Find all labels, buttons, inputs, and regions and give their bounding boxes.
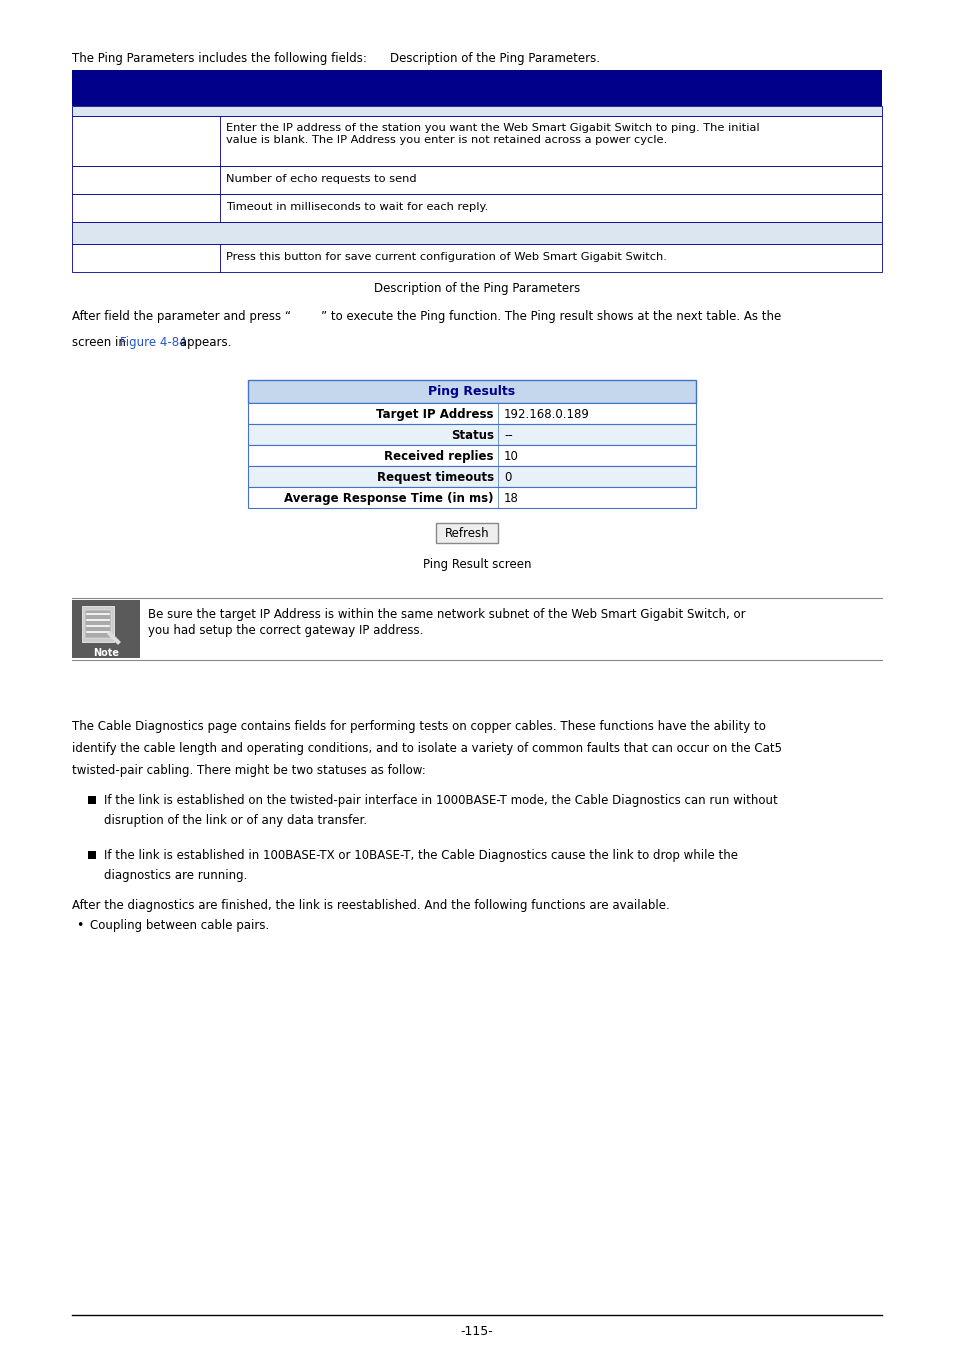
- Text: The Cable Diagnostics page contains fields for performing tests on copper cables: The Cable Diagnostics page contains fiel…: [71, 720, 765, 733]
- Text: •: •: [76, 919, 83, 931]
- Bar: [71, 221, 882, 244]
- Text: After the diagnostics are finished, the link is reestablished. And the following: After the diagnostics are finished, the …: [71, 899, 669, 913]
- Text: Average Response Time (in ms): Average Response Time (in ms): [284, 491, 494, 505]
- Bar: [248, 404, 696, 424]
- Text: Coupling between cable pairs.: Coupling between cable pairs.: [90, 919, 269, 931]
- Text: If the link is established in 100BASE-TX or 10BASE-T, the Cable Diagnostics caus: If the link is established in 100BASE-TX…: [104, 849, 738, 863]
- Bar: [85, 610, 111, 639]
- Bar: [71, 599, 140, 657]
- Text: Ping Results: Ping Results: [428, 385, 515, 398]
- Text: Target IP Address: Target IP Address: [376, 408, 494, 421]
- Bar: [88, 796, 96, 805]
- Bar: [82, 606, 113, 643]
- Bar: [71, 166, 882, 194]
- Bar: [71, 194, 882, 221]
- Text: Refresh: Refresh: [444, 526, 489, 540]
- Bar: [71, 244, 882, 271]
- Text: Received replies: Received replies: [384, 450, 494, 463]
- Text: you had setup the correct gateway IP address.: you had setup the correct gateway IP add…: [148, 624, 423, 637]
- Bar: [248, 487, 696, 508]
- Text: Number of echo requests to send: Number of echo requests to send: [226, 174, 416, 184]
- Text: Timeout in milliseconds to wait for each reply.: Timeout in milliseconds to wait for each…: [226, 202, 488, 212]
- Text: 18: 18: [503, 491, 518, 505]
- Text: Description of the Ping Parameters.: Description of the Ping Parameters.: [390, 53, 599, 65]
- Text: disruption of the link or of any data transfer.: disruption of the link or of any data tr…: [104, 814, 367, 828]
- Text: twisted-pair cabling. There might be two statuses as follow:: twisted-pair cabling. There might be two…: [71, 764, 425, 778]
- Text: Enter the IP address of the station you want the Web Smart Gigabit Switch to pin: Enter the IP address of the station you …: [226, 123, 759, 146]
- Bar: [248, 379, 696, 404]
- Text: Note: Note: [92, 648, 119, 657]
- Text: Be sure the target IP Address is within the same network subnet of the Web Smart: Be sure the target IP Address is within …: [148, 608, 745, 621]
- Text: appears.: appears.: [175, 336, 232, 350]
- Text: Figure 4-84: Figure 4-84: [120, 336, 187, 350]
- Text: identify the cable length and operating conditions, and to isolate a variety of : identify the cable length and operating …: [71, 743, 781, 755]
- Text: 192.168.0.189: 192.168.0.189: [503, 408, 589, 421]
- Text: If the link is established on the twisted-pair interface in 1000BASE-T mode, the: If the link is established on the twiste…: [104, 794, 777, 807]
- Bar: [71, 107, 882, 116]
- Text: screen in: screen in: [71, 336, 130, 350]
- Bar: [248, 466, 696, 487]
- Text: Press this button for save current configuration of Web Smart Gigabit Switch.: Press this button for save current confi…: [226, 252, 666, 262]
- Text: --: --: [503, 429, 512, 441]
- Bar: [248, 424, 696, 446]
- Text: 0: 0: [503, 471, 511, 485]
- Text: After field the parameter and press “        ” to execute the Ping function. The: After field the parameter and press “ ” …: [71, 310, 781, 323]
- Bar: [248, 446, 696, 466]
- Text: Status: Status: [451, 429, 494, 441]
- Bar: [71, 70, 882, 107]
- Text: Description of the Ping Parameters: Description of the Ping Parameters: [374, 282, 579, 296]
- Text: The Ping Parameters includes the following fields:: The Ping Parameters includes the followi…: [71, 53, 367, 65]
- Text: diagnostics are running.: diagnostics are running.: [104, 869, 247, 882]
- Text: -115-: -115-: [460, 1324, 493, 1338]
- Bar: [88, 850, 96, 859]
- Text: 10: 10: [503, 450, 518, 463]
- Bar: [71, 116, 882, 166]
- FancyBboxPatch shape: [436, 522, 497, 543]
- Text: Ping Result screen: Ping Result screen: [422, 558, 531, 571]
- Text: Request timeouts: Request timeouts: [376, 471, 494, 485]
